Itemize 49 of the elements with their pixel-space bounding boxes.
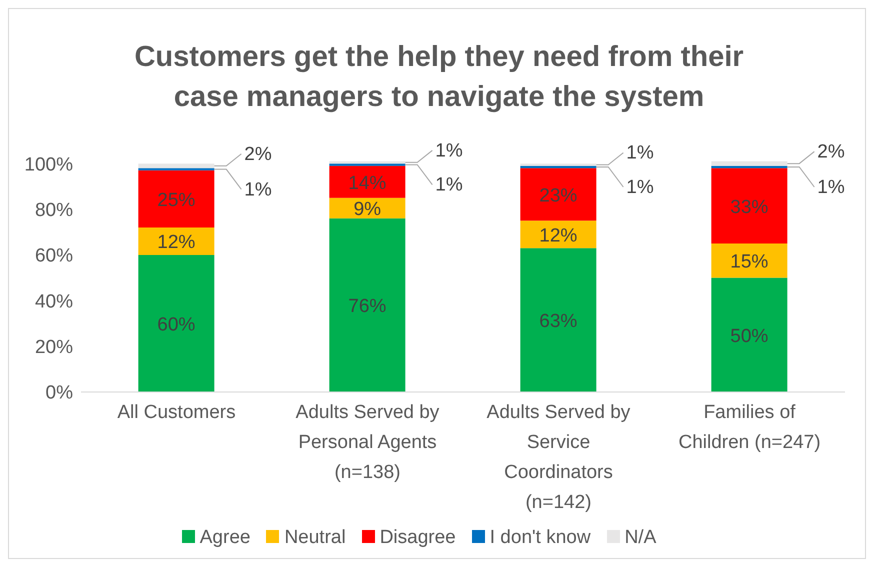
data-label: 1% — [817, 176, 845, 198]
x-tick-label: Adults Served by Service Coordinators (n=142) — [486, 402, 631, 513]
data-label: 14% — [348, 172, 386, 194]
y-tick-label: 0% — [46, 382, 74, 404]
data-label: 63% — [539, 311, 578, 332]
bar — [138, 254, 214, 392]
bar — [329, 166, 406, 198]
y-tick-label: 20% — [34, 337, 74, 358]
bar — [711, 278, 788, 392]
legend-label: Agree — [198, 527, 250, 548]
bar — [138, 170, 214, 228]
x-tick-label: All Customers — [117, 402, 236, 423]
legend-label: N/A — [624, 527, 656, 548]
data-label: 25% — [157, 190, 196, 211]
data-label: 9% — [354, 199, 382, 220]
data-label: 1% — [626, 142, 654, 164]
bar — [711, 161, 788, 166]
bar — [711, 168, 788, 244]
bar — [329, 218, 406, 392]
bar — [520, 220, 596, 248]
x-tick-label: Families of Children (n=247) — [678, 402, 821, 453]
data-label: 23% — [539, 185, 578, 206]
chart-title: Customers get the help they need from their case managers to navigate the system — [133, 40, 745, 115]
data-label: 15% — [730, 252, 768, 273]
bar — [520, 168, 596, 221]
x-tick-label: Adults Served by Personal Agents (n=138) — [296, 402, 440, 483]
legend-label: Neutral — [283, 527, 346, 548]
data-label: 50% — [730, 326, 768, 347]
bar — [138, 164, 214, 168]
bar — [138, 228, 214, 255]
data-label: 1% — [435, 174, 463, 196]
data-label: 76% — [348, 296, 386, 318]
data-label: 12% — [157, 232, 196, 254]
legend-label: Disagree — [378, 527, 456, 548]
bar — [711, 244, 788, 278]
y-tick-label: 60% — [34, 246, 74, 267]
legend-label: I don't know — [488, 527, 591, 548]
data-label: 2% — [817, 142, 845, 163]
data-label: 12% — [539, 225, 578, 246]
data-label: 1% — [244, 179, 272, 200]
data-label: 2% — [244, 144, 272, 165]
y-tick-label: 100% — [24, 154, 74, 176]
data-label: 60% — [157, 314, 196, 336]
data-label: 1% — [435, 140, 463, 162]
data-label: 1% — [626, 176, 654, 198]
bar — [520, 248, 596, 392]
y-tick-label: 80% — [34, 200, 74, 221]
data-label: 33% — [730, 196, 768, 218]
y-tick-label: 40% — [34, 291, 74, 312]
